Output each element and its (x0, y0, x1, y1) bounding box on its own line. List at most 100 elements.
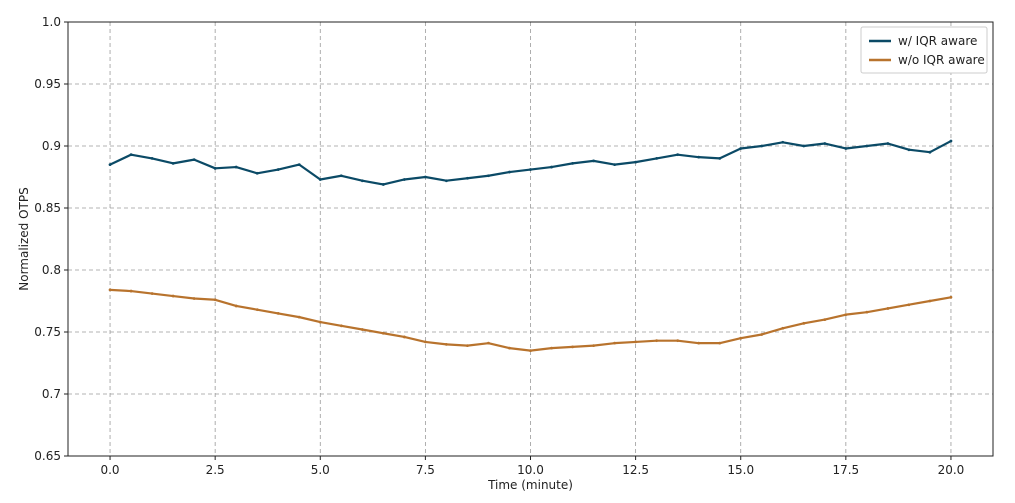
y-tick-label: 0.75 (34, 325, 61, 339)
data-point (844, 313, 848, 317)
y-tick-label: 1.0 (42, 15, 61, 29)
data-point (886, 142, 890, 145)
y-tick-label: 0.9 (42, 139, 61, 153)
y-tick-label: 0.95 (34, 77, 61, 91)
data-point (823, 142, 827, 145)
data-point (550, 165, 553, 169)
data-point (718, 341, 722, 345)
data-point (255, 308, 259, 312)
series-layer (108, 139, 953, 352)
data-point (360, 328, 364, 331)
data-point (466, 344, 469, 348)
data-point (844, 147, 848, 150)
legend-label: w/o IQR aware (898, 53, 985, 67)
axis-ticks: 0.0 2.5 5.0 7.5 10.0 12.5 15.0 17.5 20.0 0.65 0.7 0… (34, 15, 964, 477)
data-point (402, 178, 406, 181)
data-point (297, 315, 301, 319)
data-point (760, 333, 764, 336)
grid (68, 22, 993, 456)
data-point (381, 331, 385, 335)
data-point (529, 168, 532, 171)
data-point (928, 299, 932, 303)
data-point (739, 336, 743, 340)
data-point (318, 178, 322, 181)
data-point (739, 147, 743, 150)
data-point (949, 139, 953, 143)
data-point (865, 310, 869, 314)
data-point (676, 153, 680, 157)
data-point (129, 153, 133, 157)
data-point (213, 166, 217, 170)
data-point (529, 349, 532, 352)
data-point (823, 318, 827, 321)
data-point (592, 159, 595, 163)
data-point (381, 183, 385, 186)
data-point (445, 179, 448, 183)
data-point (634, 340, 638, 344)
legend-label: w/ IQR aware (898, 34, 977, 48)
data-point (276, 168, 280, 171)
data-point (276, 312, 280, 315)
data-point (234, 304, 238, 308)
legend-box (860, 26, 988, 74)
data-point (360, 179, 364, 183)
legend: w/ IQR aware w/o IQR aware (860, 26, 988, 74)
data-point (487, 174, 490, 178)
y-tick-label: 0.7 (42, 387, 61, 401)
data-point (571, 345, 574, 349)
data-point (234, 165, 238, 169)
x-tick-label: 20.0 (938, 463, 965, 477)
data-point (255, 171, 259, 175)
data-point (487, 341, 490, 345)
data-point (613, 163, 616, 167)
x-tick-label: 2.5 (206, 463, 225, 477)
data-point (466, 176, 469, 180)
y-tick-label: 0.65 (34, 449, 61, 463)
data-point (613, 341, 616, 345)
data-point (423, 175, 427, 179)
data-point (339, 324, 343, 328)
data-point (781, 326, 785, 330)
data-point (781, 140, 785, 144)
x-tick-label: 12.5 (622, 463, 649, 477)
data-point (445, 343, 448, 346)
x-tick-label: 17.5 (832, 463, 859, 477)
data-point (697, 341, 701, 345)
data-point (655, 339, 659, 343)
data-point (508, 346, 511, 350)
x-tick-label: 7.5 (416, 463, 435, 477)
data-point (108, 163, 112, 167)
data-point (192, 297, 196, 300)
x-tick-label: 5.0 (311, 463, 330, 477)
data-point (108, 288, 112, 292)
data-point (886, 307, 890, 310)
data-point (718, 157, 722, 160)
data-point (339, 174, 343, 178)
data-point (634, 160, 638, 164)
y-axis-label: Normalized OTPS (17, 187, 31, 291)
data-point (318, 320, 322, 324)
y-tick-label: 0.8 (42, 263, 61, 277)
data-point (550, 346, 553, 350)
data-point (949, 295, 953, 299)
data-point (802, 321, 806, 325)
data-point (297, 163, 301, 167)
x-axis-label: Time (minute) (487, 478, 573, 492)
data-point (508, 170, 511, 174)
data-point (171, 294, 175, 298)
data-point (423, 340, 427, 344)
data-point (213, 298, 217, 302)
y-tick-label: 0.85 (34, 201, 61, 215)
x-tick-label: 0.0 (100, 463, 119, 477)
data-point (760, 144, 764, 148)
data-point (171, 161, 175, 165)
data-point (676, 339, 680, 343)
data-point (802, 144, 806, 148)
data-point (697, 155, 701, 159)
data-point (150, 292, 154, 295)
x-tick-label: 15.0 (727, 463, 754, 477)
data-point (907, 303, 911, 307)
data-point (592, 344, 595, 348)
data-point (192, 158, 196, 162)
